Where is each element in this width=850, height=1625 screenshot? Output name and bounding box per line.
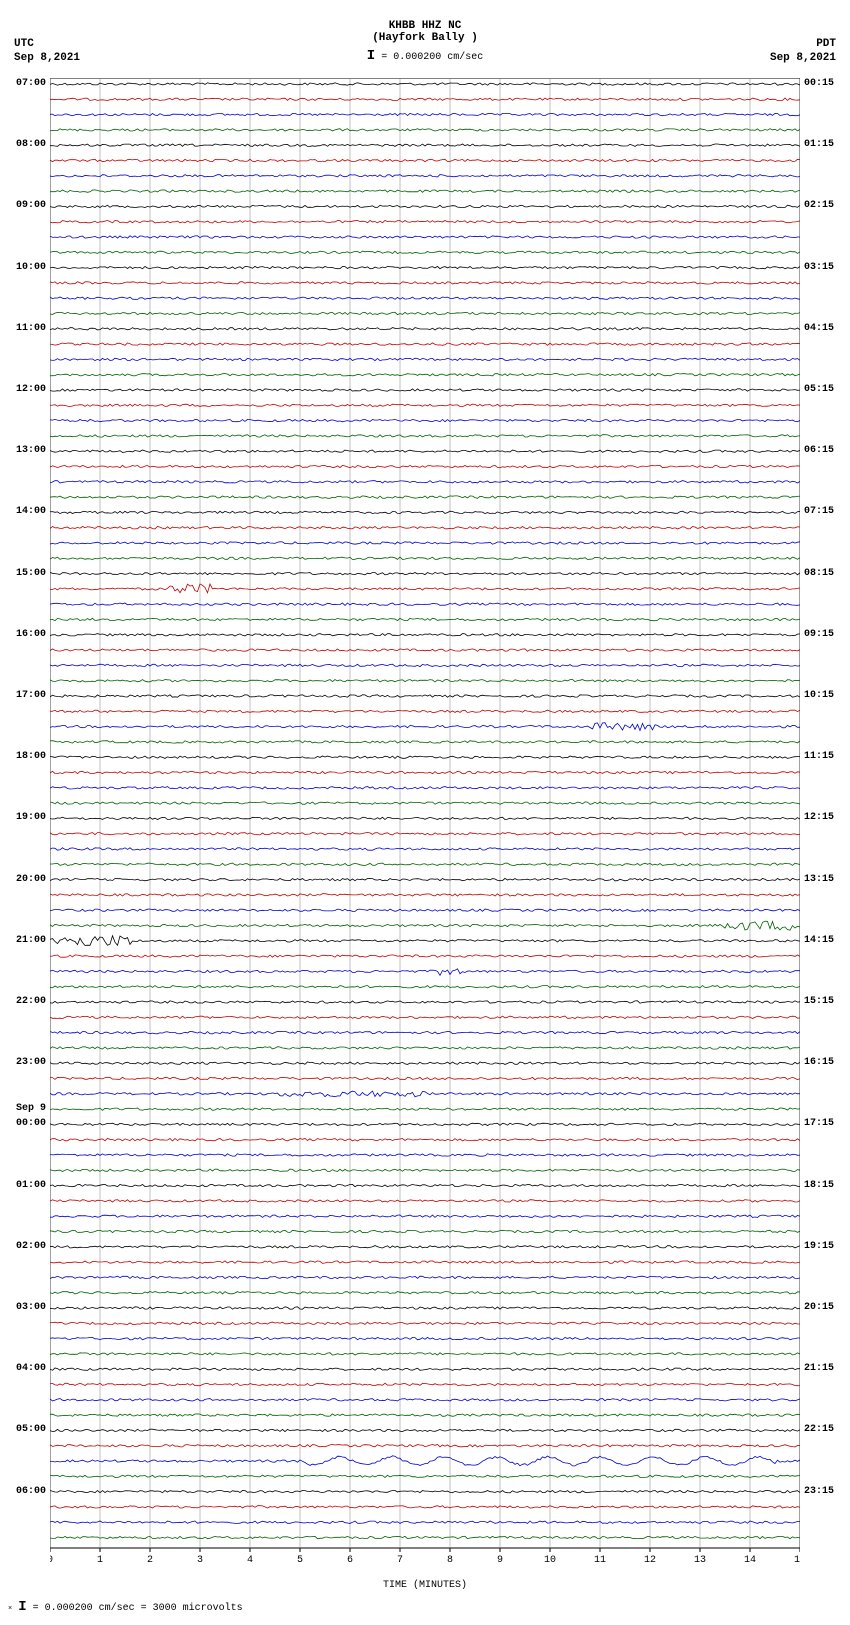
utc-hour-label: 19:00 [16, 812, 46, 823]
pdt-hour-label: 00:15 [804, 78, 834, 89]
svg-text:13: 13 [694, 1555, 706, 1566]
scale-indicator: I = 0.000200 cm/sec [0, 44, 850, 68]
utc-hour-label: Sep 9 [16, 1103, 46, 1114]
timezone-right: PDT [816, 38, 836, 50]
pdt-hour-label: 10:15 [804, 690, 834, 701]
date-right: Sep 8,2021 [770, 52, 836, 64]
utc-hour-label: 23:00 [16, 1057, 46, 1068]
utc-hour-label: 12:00 [16, 384, 46, 395]
utc-hour-label: 07:00 [16, 78, 46, 89]
utc-hour-label: 01:00 [16, 1180, 46, 1191]
utc-hour-label: 08:00 [16, 139, 46, 150]
svg-text:2: 2 [147, 1555, 153, 1566]
utc-hour-label: 21:00 [16, 935, 46, 946]
pdt-hour-label: 12:15 [804, 812, 834, 823]
utc-hour-label: 22:00 [16, 996, 46, 1007]
pdt-hour-label: 11:15 [804, 751, 834, 762]
scale-text: = 0.000200 cm/sec [381, 52, 483, 63]
seismogram-plot: 07:0008:0009:0010:0011:0012:0013:0014:00… [50, 78, 800, 1578]
utc-hour-label: 20:00 [16, 874, 46, 885]
pdt-hour-label: 14:15 [804, 935, 834, 946]
utc-hour-label: 16:00 [16, 629, 46, 640]
timezone-left: UTC [14, 38, 34, 50]
pdt-hour-label: 08:15 [804, 568, 834, 579]
seismogram-container: KHBB HHZ NC (Hayfork Bally ) I = 0.00020… [0, 0, 850, 1623]
svg-text:10: 10 [544, 1555, 556, 1566]
svg-text:6: 6 [347, 1555, 353, 1566]
pdt-hour-label: 07:15 [804, 506, 834, 517]
utc-hour-label: 02:00 [16, 1241, 46, 1252]
pdt-hour-label: 23:15 [804, 1486, 834, 1497]
seismogram-svg: 0123456789101112131415 [50, 78, 800, 1578]
pdt-hour-label: 02:15 [804, 200, 834, 211]
station-code: KHBB HHZ NC [0, 20, 850, 32]
pdt-hour-label: 17:15 [804, 1118, 834, 1129]
utc-hour-label: 04:00 [16, 1363, 46, 1374]
svg-text:12: 12 [644, 1555, 656, 1566]
pdt-hour-label: 03:15 [804, 262, 834, 273]
svg-text:3: 3 [197, 1555, 203, 1566]
svg-text:11: 11 [594, 1555, 606, 1566]
pdt-hour-label: 01:15 [804, 139, 834, 150]
svg-text:1: 1 [97, 1555, 103, 1566]
svg-text:4: 4 [247, 1555, 253, 1566]
utc-hour-label: 14:00 [16, 506, 46, 517]
pdt-hour-label: 19:15 [804, 1241, 834, 1252]
svg-text:8: 8 [447, 1555, 453, 1566]
utc-hour-label: 09:00 [16, 200, 46, 211]
pdt-hour-label: 05:15 [804, 384, 834, 395]
svg-text:7: 7 [397, 1555, 403, 1566]
footer-text: = 0.000200 cm/sec = 3000 microvolts [33, 1603, 243, 1614]
utc-hour-label: 11:00 [16, 323, 46, 334]
svg-text:14: 14 [744, 1555, 756, 1566]
pdt-hour-label: 15:15 [804, 996, 834, 1007]
svg-text:9: 9 [497, 1555, 503, 1566]
pdt-hour-label: 18:15 [804, 1180, 834, 1191]
utc-hour-label: 00:00 [16, 1118, 46, 1129]
utc-hour-label: 15:00 [16, 568, 46, 579]
chart-header: KHBB HHZ NC (Hayfork Bally ) [0, 0, 850, 44]
station-location: (Hayfork Bally ) [0, 32, 850, 44]
pdt-hour-label: 22:15 [804, 1424, 834, 1435]
footer-scale: × I = 0.000200 cm/sec = 3000 microvolts [0, 1591, 850, 1623]
utc-hour-label: 05:00 [16, 1424, 46, 1435]
utc-hour-label: 18:00 [16, 751, 46, 762]
svg-text:15: 15 [794, 1555, 800, 1566]
x-axis-label: TIME (MINUTES) [0, 1578, 850, 1591]
svg-text:0: 0 [50, 1555, 53, 1566]
pdt-hour-label: 13:15 [804, 874, 834, 885]
pdt-hour-label: 06:15 [804, 445, 834, 456]
utc-hour-label: 13:00 [16, 445, 46, 456]
pdt-hour-label: 09:15 [804, 629, 834, 640]
pdt-hour-label: 16:15 [804, 1057, 834, 1068]
pdt-hour-label: 20:15 [804, 1302, 834, 1313]
utc-hour-label: 17:00 [16, 690, 46, 701]
utc-hour-label: 03:00 [16, 1302, 46, 1313]
svg-text:5: 5 [297, 1555, 303, 1566]
utc-hour-label: 10:00 [16, 262, 46, 273]
utc-hour-label: 06:00 [16, 1486, 46, 1497]
date-left: Sep 8,2021 [14, 52, 80, 64]
pdt-hour-label: 04:15 [804, 323, 834, 334]
pdt-hour-label: 21:15 [804, 1363, 834, 1374]
